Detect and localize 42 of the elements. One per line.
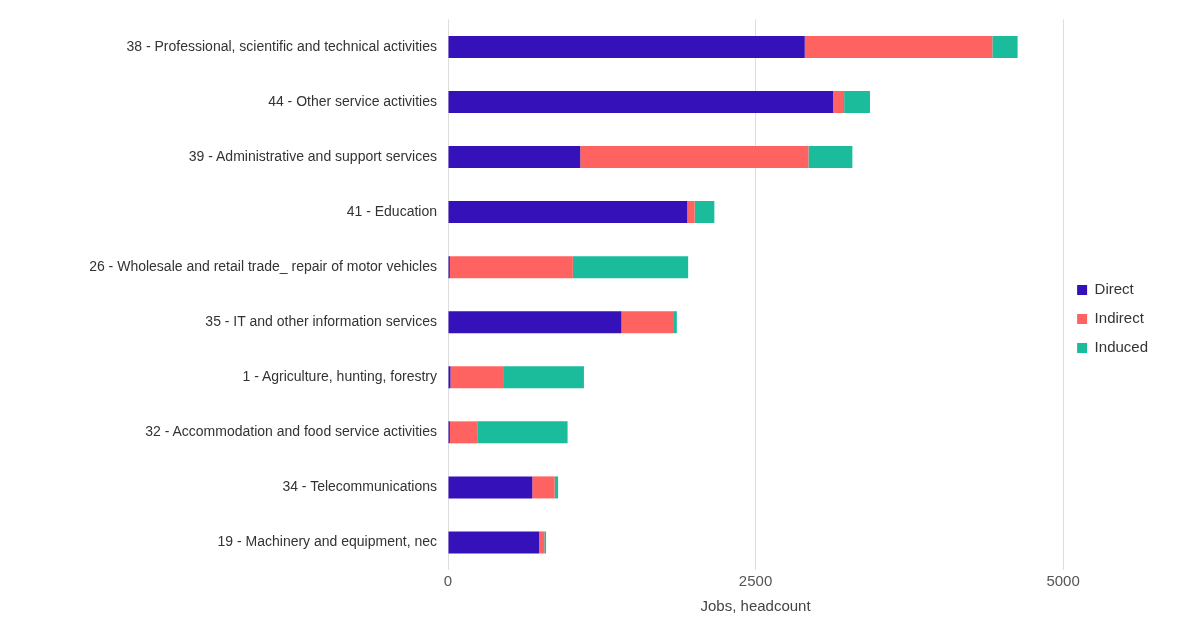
x-tick-label: 5000 <box>1046 572 1080 590</box>
y-tick-label: 19 - Machinery and equipment, nec <box>217 533 437 550</box>
bar <box>808 146 853 169</box>
x-axis-title: Jobs, headcount <box>700 597 812 615</box>
y-tick-label: 35 - IT and other information services <box>205 313 437 330</box>
bar <box>448 35 805 58</box>
legend-label: Induced <box>1094 338 1149 356</box>
bar <box>572 256 689 279</box>
bar <box>621 311 674 334</box>
bar <box>673 311 677 334</box>
bar <box>833 90 845 113</box>
bar <box>694 201 715 224</box>
x-tick-label: 0 <box>443 572 453 590</box>
bar <box>448 146 581 169</box>
bar <box>448 531 540 554</box>
bar <box>448 311 622 334</box>
y-tick-label: 34 - Telecommunications <box>282 478 437 495</box>
bar <box>448 201 688 224</box>
y-tick-label: 1 - Agriculture, hunting, forestry <box>242 368 437 385</box>
bar <box>448 90 834 113</box>
y-tick-label: 32 - Accommodation and food service activities <box>145 423 437 440</box>
y-tick-label: 44 - Other service activities <box>268 92 437 109</box>
bar <box>804 35 993 58</box>
bar <box>687 201 695 224</box>
y-tick-label: 26 - Wholesale and retail trade_ repair of motor vehicles <box>89 258 437 275</box>
bar <box>503 366 584 389</box>
legend-label: Indirect <box>1094 309 1145 327</box>
bar <box>448 476 533 499</box>
bar <box>450 366 504 389</box>
y-tick-label: 41 - Education <box>346 202 437 219</box>
bar <box>449 256 573 279</box>
bar <box>477 421 568 444</box>
y-tick-label: 38 - Professional, scientific and technical activities <box>126 37 437 54</box>
bar <box>449 421 478 444</box>
bar <box>539 531 545 554</box>
y-tick-label: 39 - Administrative and support services <box>188 147 437 164</box>
x-tick-label: 2500 <box>738 572 773 590</box>
legend-label: Direct <box>1094 280 1135 298</box>
bar <box>992 35 1018 58</box>
bar <box>844 90 870 113</box>
bar <box>580 146 809 169</box>
bar <box>532 476 555 499</box>
